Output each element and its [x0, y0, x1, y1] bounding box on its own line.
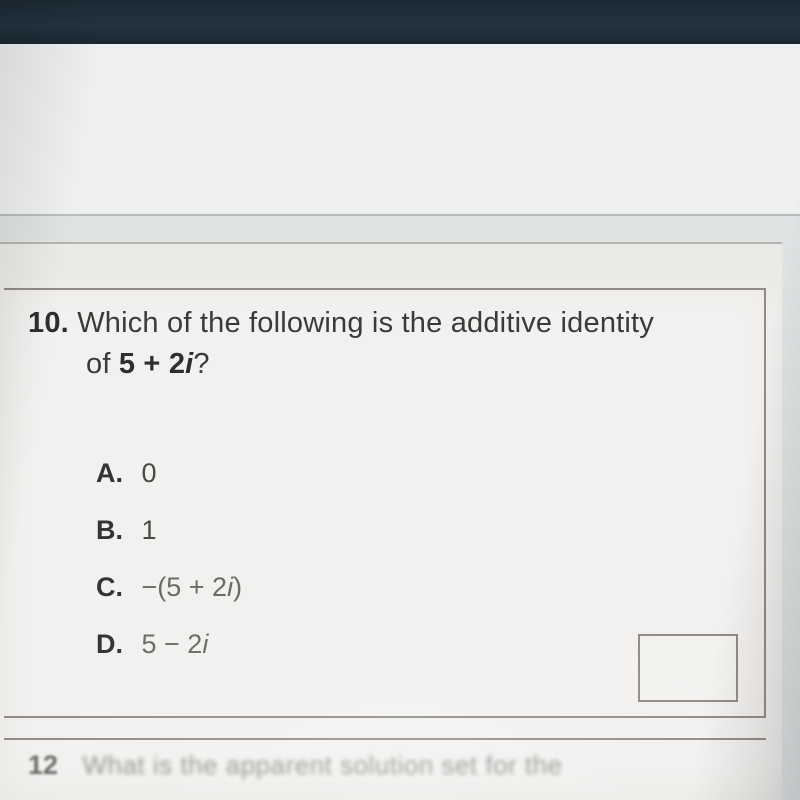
answer-choices: A. 0 B. 1 C. −(5 + 2i) D. 5 − 2i [96, 458, 744, 660]
choice-b[interactable]: B. 1 [96, 515, 744, 546]
expr-real: 5 + 2 [119, 348, 185, 380]
question-prompt-line1: 10. Which of the following is the additi… [28, 304, 744, 343]
choice-b-label: B. [96, 515, 134, 546]
question-line2-prefix: of [86, 348, 119, 380]
choice-c-suffix: ) [233, 572, 242, 602]
question-text-line1: Which of the following is the additive i… [77, 307, 654, 339]
next-question-text: What is the apparent solution set for th… [82, 750, 562, 780]
choice-a[interactable]: A. 0 [96, 458, 744, 489]
question-prompt-line2: of 5 + 2i? [86, 345, 744, 384]
screen-photo: 10. Which of the following is the additi… [0, 0, 800, 800]
choice-b-text: 1 [142, 515, 157, 545]
next-question-number: 12 [28, 750, 78, 781]
choice-c-label: C. [96, 572, 134, 603]
monitor-bezel-top [0, 0, 800, 44]
worksheet-paper: 10. Which of the following is the additi… [0, 276, 782, 800]
answer-input-box[interactable] [638, 634, 738, 702]
question-line2-suffix: ? [193, 348, 209, 380]
choice-a-label: A. [96, 458, 134, 489]
next-question-fragment: 12 What is the apparent solution set for… [4, 738, 766, 784]
choice-c[interactable]: C. −(5 + 2i) [96, 572, 744, 603]
browser-chrome-band [0, 44, 800, 216]
page-area: 10. Which of the following is the additi… [0, 44, 800, 800]
choice-d-i: i [202, 629, 208, 659]
question-10-box: 10. Which of the following is the additi… [4, 288, 766, 718]
choice-a-text: 0 [142, 458, 157, 488]
choice-c-text: −(5 + 2i) [142, 572, 243, 602]
choice-d-prefix: 5 − 2 [142, 629, 203, 659]
choice-d-label: D. [96, 629, 134, 660]
question-expression: 5 + 2i [119, 348, 194, 380]
choice-c-prefix: −(5 + 2 [142, 572, 228, 602]
choice-d-text: 5 − 2i [142, 629, 209, 659]
question-number: 10. [28, 307, 69, 339]
